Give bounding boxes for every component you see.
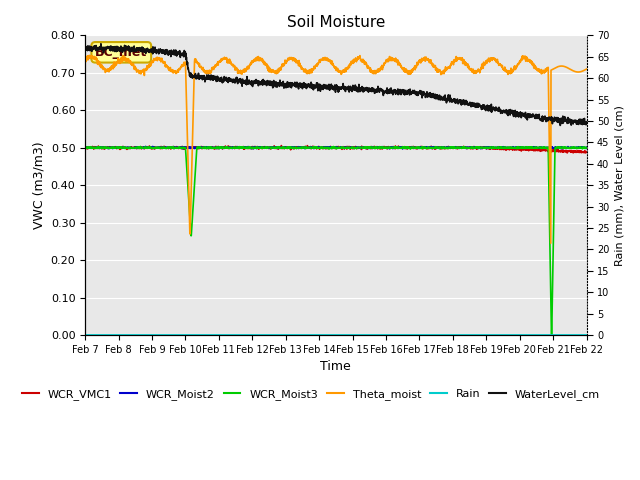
Y-axis label: VWC (m3/m3): VWC (m3/m3) — [32, 141, 45, 229]
Y-axis label: Rain (mm), Water Level (cm): Rain (mm), Water Level (cm) — [615, 105, 625, 265]
X-axis label: Time: Time — [321, 360, 351, 373]
Text: BC_met: BC_met — [95, 46, 147, 59]
Title: Soil Moisture: Soil Moisture — [287, 15, 385, 30]
Legend: WCR_VMC1, WCR_Moist2, WCR_Moist3, Theta_moist, Rain, WaterLevel_cm: WCR_VMC1, WCR_Moist2, WCR_Moist3, Theta_… — [17, 384, 604, 404]
